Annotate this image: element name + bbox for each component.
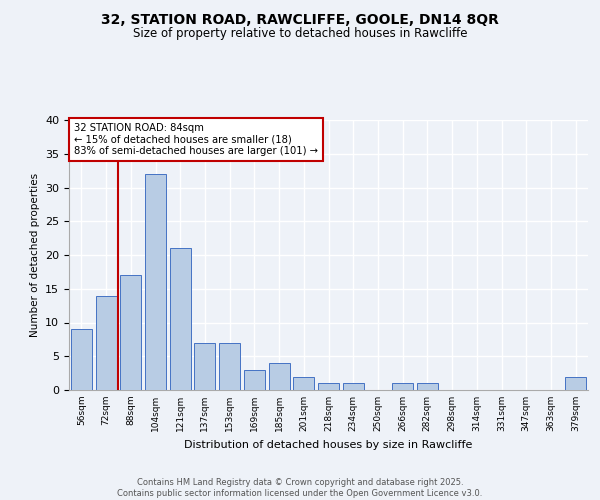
Bar [95, 296, 116, 390]
Bar [219, 343, 240, 390]
Text: Contains HM Land Registry data © Crown copyright and database right 2025.
Contai: Contains HM Land Registry data © Crown c… [118, 478, 482, 498]
Bar [269, 363, 290, 390]
Bar [293, 376, 314, 390]
Bar [71, 329, 92, 390]
Bar [170, 248, 191, 390]
Bar [565, 376, 586, 390]
Y-axis label: Number of detached properties: Number of detached properties [29, 173, 40, 337]
Text: Size of property relative to detached houses in Rawcliffe: Size of property relative to detached ho… [133, 28, 467, 40]
Bar [343, 383, 364, 390]
Text: 32 STATION ROAD: 84sqm
← 15% of detached houses are smaller (18)
83% of semi-det: 32 STATION ROAD: 84sqm ← 15% of detached… [74, 122, 318, 156]
Bar [194, 343, 215, 390]
Bar [417, 383, 438, 390]
X-axis label: Distribution of detached houses by size in Rawcliffe: Distribution of detached houses by size … [184, 440, 473, 450]
Bar [244, 370, 265, 390]
Bar [145, 174, 166, 390]
Bar [120, 275, 141, 390]
Bar [318, 383, 339, 390]
Bar [392, 383, 413, 390]
Text: 32, STATION ROAD, RAWCLIFFE, GOOLE, DN14 8QR: 32, STATION ROAD, RAWCLIFFE, GOOLE, DN14… [101, 12, 499, 26]
